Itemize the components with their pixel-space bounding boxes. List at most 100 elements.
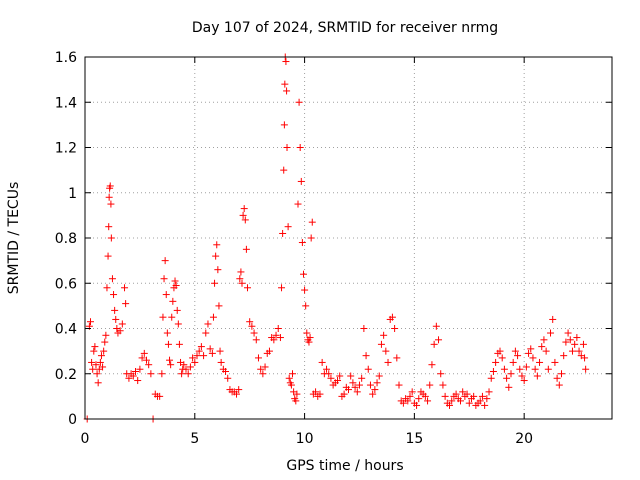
- chart-title: Day 107 of 2024, SRMTID for receiver nrm…: [192, 20, 498, 36]
- data-point: [285, 374, 293, 382]
- data-point: [413, 401, 421, 409]
- data-point: [96, 358, 104, 366]
- data-point: [303, 329, 311, 337]
- data-point: [432, 322, 440, 330]
- data-point: [159, 313, 167, 321]
- data-point: [197, 343, 205, 351]
- data-point: [323, 365, 331, 373]
- data-point: [347, 372, 355, 380]
- data-point: [212, 252, 220, 260]
- data-point: [236, 275, 244, 283]
- data-point: [132, 367, 140, 375]
- data-point: [296, 144, 304, 151]
- data-point: [527, 345, 535, 353]
- data-point: [178, 370, 186, 378]
- y-tick-label: 0.2: [55, 367, 77, 383]
- data-point: [399, 399, 407, 407]
- data-point: [94, 379, 102, 387]
- data-point: [297, 177, 305, 185]
- data-point: [246, 318, 254, 326]
- data-point: [360, 325, 368, 332]
- data-point: [280, 121, 288, 129]
- data-point: [279, 229, 287, 237]
- data-point: [292, 397, 300, 405]
- data-point: [281, 80, 289, 88]
- data-point: [213, 241, 221, 249]
- data-point: [134, 377, 142, 385]
- data-point: [496, 347, 504, 355]
- data-point: [107, 234, 115, 242]
- data-point: [118, 320, 126, 328]
- data-point: [531, 365, 539, 373]
- data-point: [240, 205, 248, 213]
- data-point: [435, 336, 443, 344]
- data-point: [145, 361, 153, 369]
- data-point: [270, 336, 278, 344]
- data-point: [349, 379, 357, 387]
- data-point: [564, 329, 572, 337]
- data-point: [358, 374, 366, 382]
- data-point: [182, 365, 190, 373]
- data-point: [284, 223, 292, 231]
- data-point: [283, 87, 291, 95]
- data-point: [547, 329, 555, 337]
- grid: [85, 57, 612, 419]
- data-point: [233, 390, 241, 398]
- data-point: [142, 356, 150, 364]
- y-tick-label: 1: [68, 186, 77, 202]
- data-point: [208, 349, 216, 357]
- data-point: [498, 354, 506, 362]
- data-point: [355, 381, 363, 389]
- data-point: [481, 401, 489, 409]
- data-point: [209, 313, 217, 321]
- data-point: [174, 320, 182, 328]
- data-point: [211, 279, 219, 287]
- data-point: [470, 392, 478, 400]
- y-tick-label: 0.8: [55, 231, 77, 247]
- data-point: [312, 388, 320, 396]
- data-point: [549, 315, 557, 323]
- data-point: [366, 381, 374, 389]
- data-point: [103, 284, 111, 292]
- data-point: [276, 334, 284, 342]
- data-point: [446, 401, 454, 409]
- data-point: [406, 392, 414, 400]
- x-axis-label: GPS time / hours: [286, 458, 403, 474]
- data-point: [364, 365, 372, 373]
- data-point: [278, 284, 286, 292]
- data-point: [345, 386, 352, 394]
- data-point: [167, 361, 175, 369]
- data-point: [582, 365, 590, 373]
- data-point: [533, 372, 541, 380]
- data-point: [509, 358, 517, 366]
- data-point: [172, 282, 180, 290]
- data-point: [557, 370, 565, 378]
- data-point: [97, 352, 105, 360]
- data-point: [272, 331, 280, 339]
- x-tick-label: 5: [190, 431, 199, 447]
- data-point: [351, 383, 359, 391]
- data-point: [492, 358, 500, 366]
- data-point: [542, 347, 550, 355]
- data-point: [308, 218, 316, 226]
- data-point: [206, 345, 214, 353]
- data-point: [516, 365, 524, 373]
- data-point: [108, 275, 116, 283]
- axis-ticks: 0 0.2 0.4 0.6 0.8 1 1.2 1.4 1.6 0 5 10 15 20: [55, 50, 612, 447]
- data-point: [428, 361, 436, 369]
- data-point: [129, 372, 137, 380]
- data-point: [222, 367, 230, 375]
- data-point: [404, 397, 412, 405]
- data-point: [439, 381, 447, 389]
- data-point: [163, 329, 171, 337]
- y-tick-label: 1.6: [55, 50, 77, 66]
- data-point: [305, 338, 313, 346]
- data-point: [239, 211, 247, 219]
- data-point: [421, 392, 429, 400]
- data-point: [217, 358, 225, 366]
- data-point: [459, 388, 467, 396]
- data-point: [173, 306, 181, 314]
- data-point: [107, 200, 115, 208]
- data-point: [91, 343, 99, 351]
- data-point: [122, 300, 130, 308]
